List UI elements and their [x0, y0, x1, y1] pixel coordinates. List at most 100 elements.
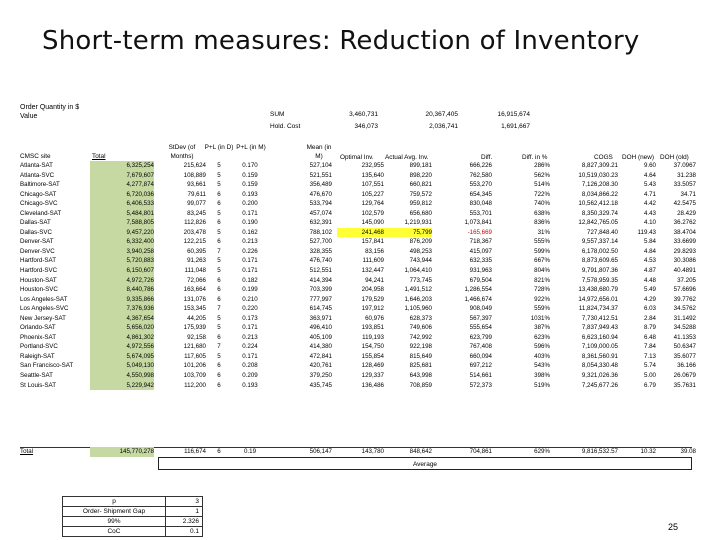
table-cell-diff: 762,580: [469, 171, 492, 179]
table-cell-pm: 0.171: [242, 352, 258, 360]
table-cell-act: 1,105,960: [404, 305, 432, 313]
table-cell-total: 6,406,533: [90, 199, 154, 209]
total-sum: 145,770,278: [90, 447, 154, 457]
table-cell-opt: 204,958: [361, 286, 384, 294]
header-cogs: COGS: [594, 154, 613, 161]
header-diff: Diff.: [481, 154, 493, 161]
table-cell-do: 28.429: [677, 209, 696, 217]
table-cell-act: 1,064,410: [404, 267, 432, 275]
table-cell-opt: 179,529: [361, 295, 384, 303]
table-cell-pm: 0.173: [242, 314, 258, 322]
table-cell-total: 7,376,936: [90, 304, 154, 314]
table-cell-total: 5,674,095: [90, 351, 154, 362]
table-cell-stdev: 215,624: [183, 162, 206, 169]
table-cell-dp: 559%: [534, 305, 550, 313]
table-cell-act: 825,681: [409, 362, 432, 370]
table-cell-dn: 5.43: [643, 181, 656, 189]
table-cell-cogs: 11,824,734.37: [578, 305, 618, 313]
table-cell-pd: 6: [217, 276, 221, 284]
table-cell-mean: 356,489: [309, 181, 332, 189]
table-cell-do: 34.5762: [673, 305, 696, 313]
header-plt-d: P+L (in D): [204, 144, 234, 151]
table-cell-total: 5,720,883: [90, 256, 154, 267]
table-cell-pd: 6: [217, 372, 221, 380]
table-cell-do: 40.4891: [673, 267, 696, 275]
doh-new-column: 9.60 4.64 5.43 4.71 4.42 4.43 4.10 119.43 5.84 4.…: [626, 161, 656, 390]
table-cell-pd: 6: [217, 381, 221, 389]
table-cell-cogs: 8,350,329.74: [581, 209, 618, 217]
table-cell-dp: 667%: [534, 257, 550, 265]
header-actual: Actual Avg. Inv.: [385, 154, 429, 161]
header-total: Total: [92, 153, 106, 160]
table-cell-opt: 136,486: [361, 381, 384, 389]
table-cell-site: Portland-SVC: [20, 343, 58, 351]
table-cell-mean: 527,700: [309, 238, 332, 246]
table-cell-total: 6,332,400: [90, 237, 154, 247]
table-cell-act: 743,944: [409, 257, 432, 265]
table-cell-mean: 476,740: [309, 257, 332, 265]
table-cell-opt: 102,579: [361, 209, 384, 217]
table-cell-opt: 193,851: [361, 324, 384, 332]
table-cell-stdev: 111,048: [184, 267, 206, 275]
table-cell-cogs: 12,842,765.05: [578, 219, 618, 227]
sum-optimal: 3,460,731: [349, 111, 378, 118]
table-cell-mean: 476,670: [309, 190, 332, 198]
table-cell-act: 959,812: [409, 200, 432, 208]
table-cell-dp: 31%: [537, 228, 550, 236]
table-cell-pm: 0.199: [242, 286, 258, 294]
table-cell-mean: 414,394: [309, 276, 332, 284]
total-label: Total: [20, 448, 34, 455]
table-cell-pd: 6: [217, 286, 221, 294]
table-cell-mean: 533,794: [309, 200, 332, 208]
table-cell-do: 34.71: [680, 190, 696, 198]
optimal-column: 232,955 135,640 107,551 105,227 129,764 102,5…: [337, 161, 384, 390]
table-cell-pd: 7: [217, 305, 221, 313]
table-cell-do: 39.7762: [673, 295, 696, 303]
table-cell-mean: 527,104: [309, 162, 332, 169]
param-row: Order- Shipment Gap 1: [62, 506, 203, 517]
table-cell-dp: 596%: [534, 343, 550, 351]
mean-column: 527,104 521,551 356,489 476,670 533,794 457,0…: [282, 161, 332, 390]
table-cell-total: 4,861,302: [90, 332, 154, 343]
total-row: Total 145,770,278 116,674 6 0.19 506,147…: [20, 447, 696, 457]
param-row: 99% 2.326: [62, 516, 203, 527]
table-cell-stdev: 99,077: [187, 200, 206, 208]
table-cell-site: Chicago-SVC: [20, 200, 58, 208]
table-cell-mean: 435,745: [309, 381, 332, 389]
table-cell-opt: 105,227: [361, 190, 384, 198]
slide-title: Short-term measures: Reduction of Invent…: [42, 26, 640, 56]
table-cell-dn: 6.79: [643, 381, 656, 389]
table-cell-act: 922,198: [409, 343, 432, 351]
table-cell-pd: 5: [217, 171, 221, 179]
table-cell-act: 708,859: [409, 381, 432, 389]
table-cell-pm: 0.208: [242, 362, 258, 370]
table-cell-total: 6,150,607: [90, 266, 154, 276]
table-cell-opt: 154,750: [361, 343, 384, 351]
table-cell-site: Los Angeles-SVC: [20, 305, 69, 313]
table-cell-act: 75,799: [384, 227, 432, 238]
table-cell-dp: 398%: [534, 372, 550, 380]
table-cell-pm: 0.159: [242, 171, 258, 179]
table-cell-dp: 804%: [534, 267, 550, 275]
total-diff-pct: 629%: [534, 448, 550, 455]
header-plt-m: P+L (in M): [236, 144, 266, 151]
table-cell-total: 4,367,654: [90, 313, 154, 324]
table-cell-diff: 553,270: [469, 181, 492, 189]
table-cell-total: 5,484,801: [90, 208, 154, 219]
table-cell-mean: 632,391: [309, 219, 332, 227]
table-cell-site: Houston-SAT: [20, 276, 57, 284]
table-cell-pd: 5: [217, 257, 221, 265]
plt-m-column: 0.170 0.159 0.159 0.193 0.200 0.171 0.190 0.162…: [234, 161, 266, 390]
table-cell-pm: 0.190: [242, 219, 258, 227]
table-cell-stdev: 79,611: [187, 190, 206, 198]
table-cell-stdev: 112,200: [184, 381, 206, 389]
table-cell-diff: 767,408: [469, 343, 492, 351]
table-cell-dn: 4.42: [643, 200, 656, 208]
table-cell-site: Hartford-SVC: [20, 267, 58, 275]
table-cell-total: 4,277,874: [90, 180, 154, 190]
table-cell-act: 628,373: [409, 314, 432, 322]
table-cell-dn: 5.49: [643, 286, 656, 294]
table-cell-dp: 519%: [534, 381, 550, 389]
table-cell-cogs: 13,438,680.79: [578, 286, 618, 294]
